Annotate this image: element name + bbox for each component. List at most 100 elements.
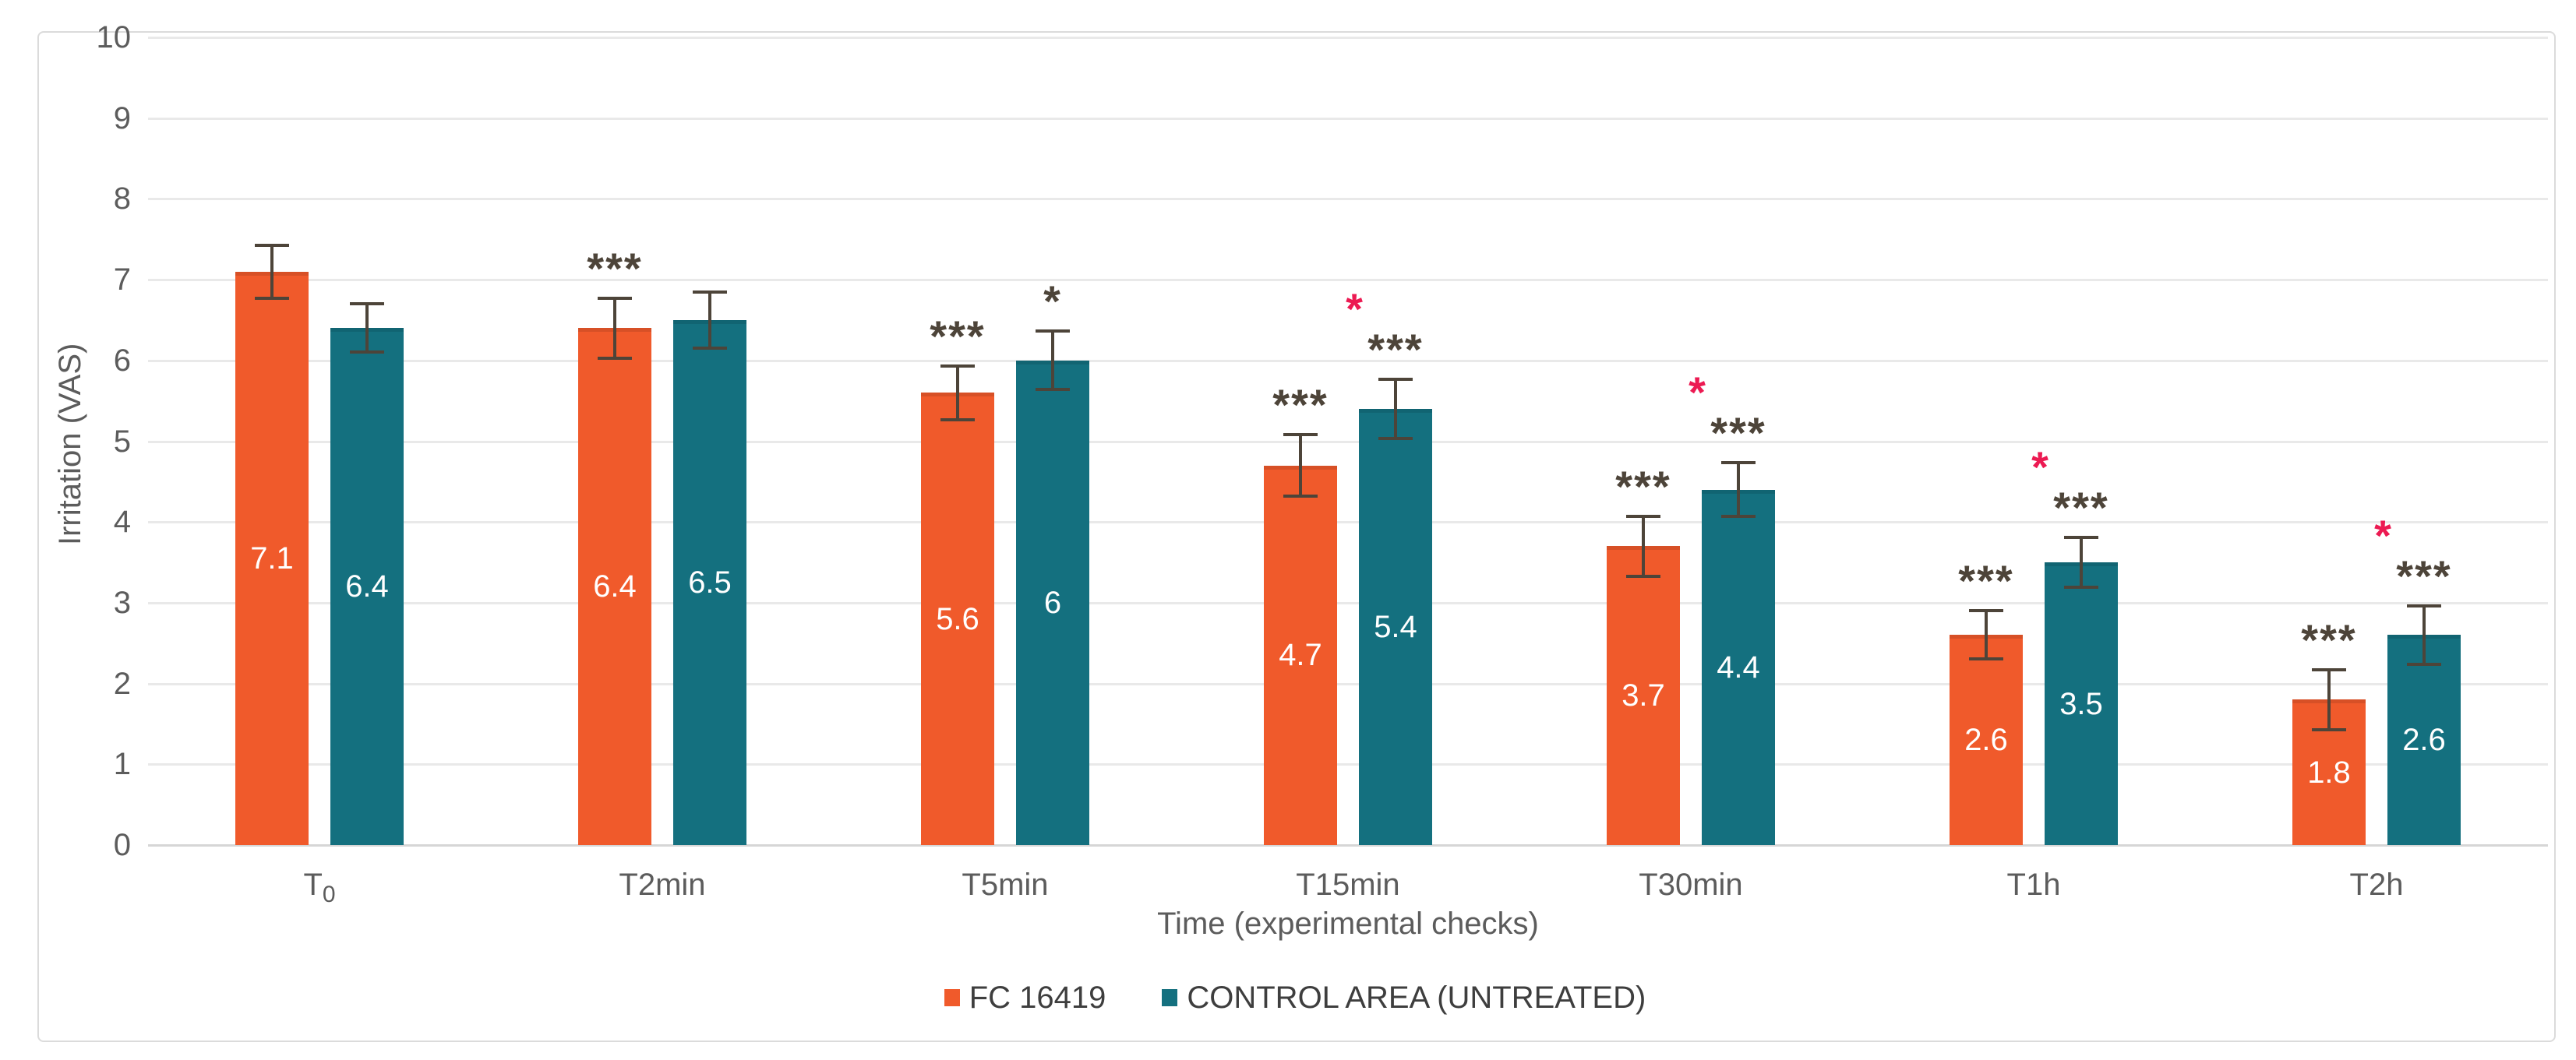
x-tick-label: T1h <box>2006 868 2061 902</box>
bar-value-label: 1.8 <box>2307 755 2351 790</box>
bar-value-label: 2.6 <box>2402 723 2446 758</box>
bar-control-1 <box>673 319 746 845</box>
error-bar-cap <box>2064 535 2098 539</box>
error-bar-cap <box>350 350 384 354</box>
error-bar-cap <box>693 347 727 350</box>
error-bar-cap <box>255 243 289 247</box>
y-tick-label: 3 <box>113 585 131 620</box>
gridline <box>148 601 2548 604</box>
error-bar <box>1299 435 1302 496</box>
bar-value-label: 4.4 <box>1717 650 1760 685</box>
error-bar-cap <box>693 290 727 294</box>
significance-marker-pink: * <box>1346 283 1364 333</box>
x-tick-label: T15min <box>1296 868 1400 902</box>
error-bar <box>956 366 959 420</box>
error-bar <box>2080 537 2083 588</box>
significance-marker: *** <box>2301 615 2357 664</box>
error-bar-cap <box>2407 604 2441 608</box>
y-axis-title: Irritation (VAS) <box>53 343 87 545</box>
bar-control-0 <box>330 328 404 845</box>
significance-marker: *** <box>587 243 643 293</box>
y-tick-label: 10 <box>96 20 132 55</box>
error-bar-cap <box>2064 586 2098 590</box>
significance-marker-pink: * <box>2374 511 2393 561</box>
gridline <box>148 37 2548 39</box>
error-bar-cap <box>1283 433 1318 437</box>
error-bar-cap <box>1378 437 1413 441</box>
bar-fc16419-4 <box>1607 546 1680 845</box>
legend-label: FC 16419 <box>969 981 1106 1015</box>
error-bar-cap <box>1626 574 1660 578</box>
significance-marker: *** <box>1367 324 1424 374</box>
error-bar <box>365 304 369 353</box>
error-bar-cap <box>2407 662 2441 666</box>
significance-marker: *** <box>1272 380 1329 430</box>
gridline <box>148 763 2548 766</box>
error-bar <box>1737 463 1740 516</box>
bar-control-4 <box>1702 489 1775 845</box>
gridline <box>148 279 2548 282</box>
error-bar <box>2327 669 2331 730</box>
y-tick-label: 0 <box>113 828 131 862</box>
x-tick-label: T5min <box>962 868 1049 902</box>
x-tick-label: T0 <box>303 868 336 907</box>
bar-fc16419-0 <box>235 271 309 845</box>
legend: FC 16419 CONTROL AREA (UNTREATED) <box>37 980 2553 1016</box>
bar-control-2 <box>1016 360 1089 845</box>
bar-fc16419-1 <box>578 328 651 845</box>
error-bar <box>1985 611 1988 660</box>
legend-item-control-area: CONTROL AREA (UNTREATED) <box>1162 980 1646 1016</box>
bar-value-label: 6.4 <box>345 569 389 604</box>
error-bar-cap <box>1036 329 1070 333</box>
bar-fc16419-2 <box>921 393 994 845</box>
legend-label: CONTROL AREA (UNTREATED) <box>1187 981 1646 1015</box>
error-bar-cap <box>598 296 632 300</box>
bar-control-6 <box>2387 635 2461 845</box>
error-bar-cap <box>1626 514 1660 518</box>
y-tick-label: 8 <box>113 181 131 217</box>
error-bar <box>1394 379 1397 439</box>
bar-value-label: 7.1 <box>250 541 294 576</box>
error-bar-cap <box>2312 727 2346 731</box>
error-bar-cap <box>1378 377 1413 381</box>
legend-swatch-icon <box>944 989 960 1006</box>
error-bar-cap <box>2312 667 2346 671</box>
significance-marker-pink: * <box>1689 368 1707 417</box>
x-tick-label: T2min <box>619 868 706 902</box>
gridline <box>148 682 2548 685</box>
error-bar-cap <box>940 417 975 421</box>
gridline <box>148 359 2548 362</box>
error-bar <box>2422 606 2426 664</box>
error-bar-cap <box>350 302 384 306</box>
error-bar-cap <box>598 356 632 360</box>
bar-value-label: 3.5 <box>2059 686 2103 721</box>
x-axis-line <box>148 844 2548 847</box>
significance-marker: *** <box>2396 551 2452 601</box>
x-tick-label: T2h <box>2349 868 2404 902</box>
error-bar-cap <box>255 296 289 300</box>
y-tick-label: 2 <box>113 666 131 701</box>
x-tick-label: T30min <box>1639 868 1743 902</box>
gridline <box>148 117 2548 120</box>
y-tick-label: 5 <box>113 424 131 459</box>
error-bar-cap <box>1721 461 1756 465</box>
y-tick-label: 9 <box>113 100 131 136</box>
bar-fc16419-3 <box>1264 465 1337 845</box>
error-bar <box>1051 331 1054 390</box>
error-bar-cap <box>1036 388 1070 392</box>
significance-marker: *** <box>1615 461 1671 511</box>
legend-swatch-icon <box>1162 989 1178 1006</box>
legend-item-fc-16419: FC 16419 <box>944 980 1106 1016</box>
error-bar-cap <box>1969 609 2003 613</box>
gridline <box>148 198 2548 201</box>
y-tick-label: 6 <box>113 343 131 378</box>
x-axis-title: Time (experimental checks) <box>1157 907 1539 941</box>
bar-value-label: 6.4 <box>593 569 637 604</box>
error-bar <box>708 291 711 349</box>
significance-marker: *** <box>2053 482 2109 532</box>
error-bar-cap <box>940 364 975 368</box>
bar-control-3 <box>1359 409 1432 845</box>
error-bar-cap <box>1283 495 1318 498</box>
bar-fc16419-5 <box>1950 635 2023 845</box>
